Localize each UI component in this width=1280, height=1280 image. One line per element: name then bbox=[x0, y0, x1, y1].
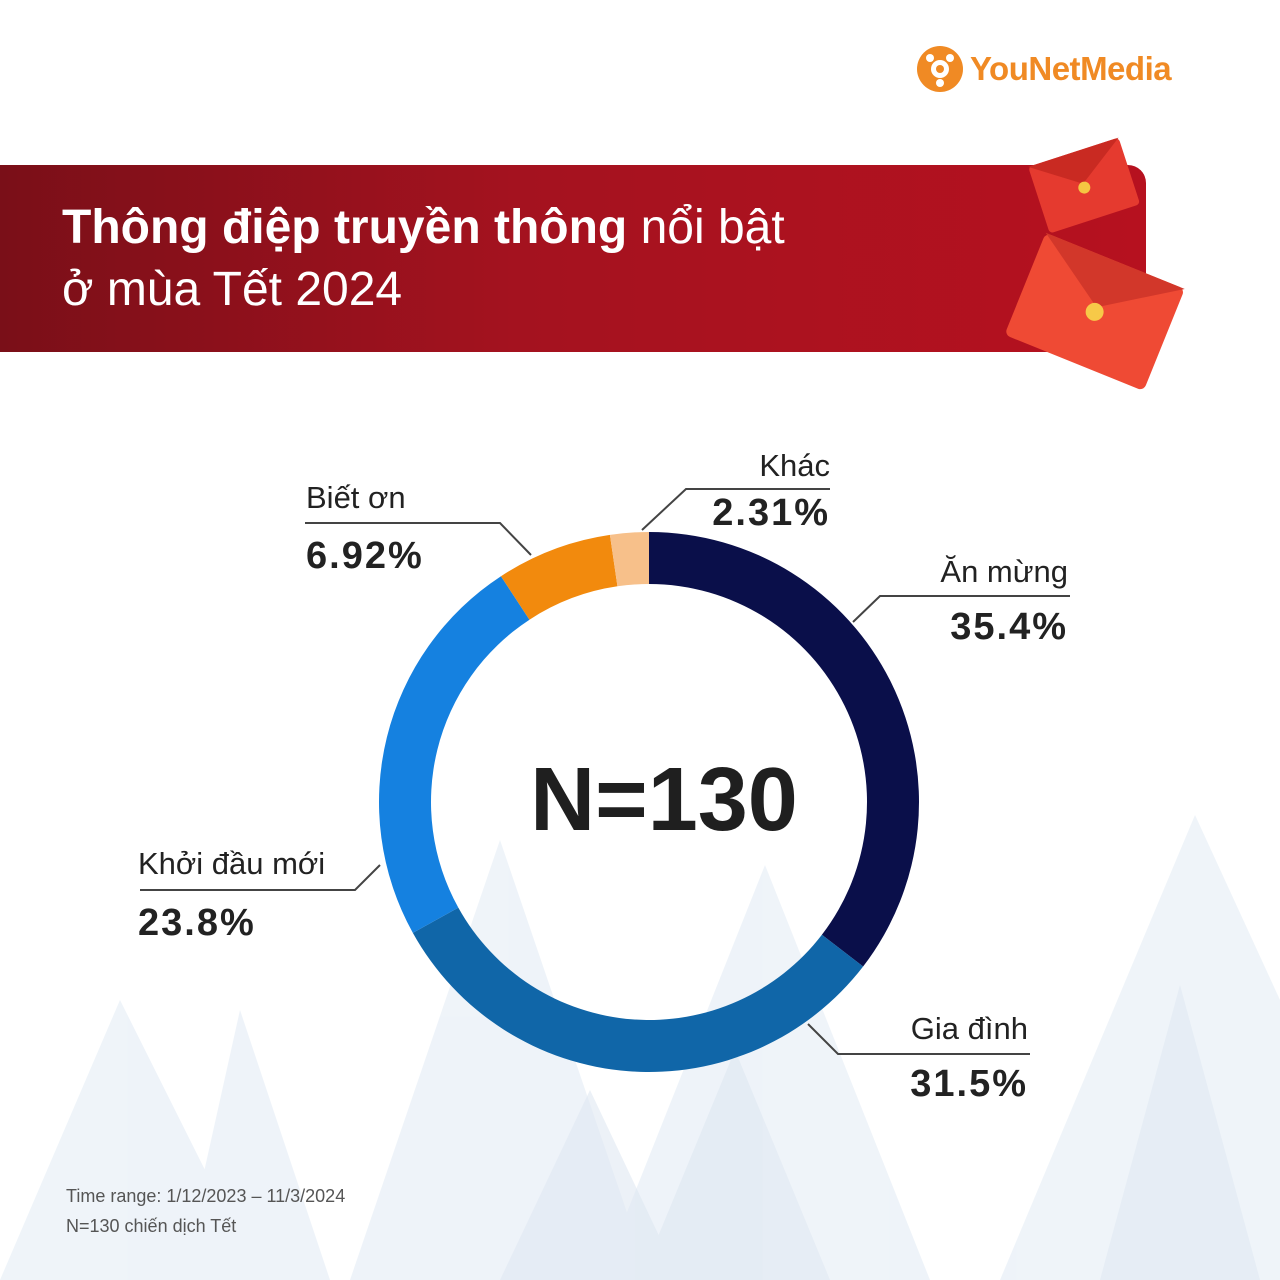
leader-line-biet-on bbox=[305, 522, 532, 556]
slice-label-khoi-dau-moi: Khởi đầu mới bbox=[138, 846, 325, 881]
time-range-note: Time range: 1/12/2023 – 11/3/2024 bbox=[66, 1186, 346, 1206]
slice-label-gia-dinh: Gia đình bbox=[911, 1011, 1028, 1046]
slice-label-khac: Khác bbox=[759, 448, 830, 483]
title-banner bbox=[0, 165, 1146, 352]
leader-line-an-mung bbox=[852, 595, 1070, 623]
slice-value-an-mung: 35.4% bbox=[950, 606, 1068, 648]
slice-label-an-mung: Ăn mừng bbox=[940, 554, 1068, 589]
leader-line-khac bbox=[641, 488, 830, 531]
sample-size-note: N=130 chiến dịch Tết bbox=[66, 1216, 237, 1236]
logo-icon bbox=[917, 46, 963, 92]
logo-wordmark: YouNetMedia bbox=[970, 50, 1172, 87]
page-title: Thông điệp truyền thông nổi bật ở mùa Tế… bbox=[62, 197, 962, 321]
title-normal-part: nổi bật bbox=[627, 201, 785, 254]
slice-value-gia-dinh: 31.5% bbox=[910, 1063, 1028, 1105]
donut-slice-4 bbox=[609, 532, 649, 587]
leader-line-gia-dinh bbox=[807, 1023, 1030, 1055]
slice-value-khoi-dau-moi: 23.8% bbox=[138, 902, 256, 944]
footnote: Time range: 1/12/2023 – 11/3/2024 N=130 … bbox=[66, 1181, 345, 1241]
slice-label-biet-on: Biết ơn bbox=[306, 480, 406, 515]
donut-slice-3 bbox=[500, 534, 618, 620]
donut-slice-0 bbox=[649, 532, 919, 967]
title-line-2: ở mùa Tết 2024 bbox=[62, 263, 403, 316]
center-label: N=130 bbox=[530, 750, 798, 850]
red-envelope-decoration bbox=[1006, 137, 1185, 390]
slice-value-khac: 2.31% bbox=[712, 492, 830, 534]
donut-slice-2 bbox=[379, 576, 530, 933]
title-bold-part: Thông điệp truyền thông bbox=[62, 201, 628, 254]
slice-value-biet-on: 6.92% bbox=[306, 535, 424, 577]
donut-slice-1 bbox=[412, 907, 864, 1072]
leader-line-khoi-dau-moi bbox=[140, 864, 381, 891]
younet-media-logo: YouNetMedia bbox=[916, 44, 1172, 94]
